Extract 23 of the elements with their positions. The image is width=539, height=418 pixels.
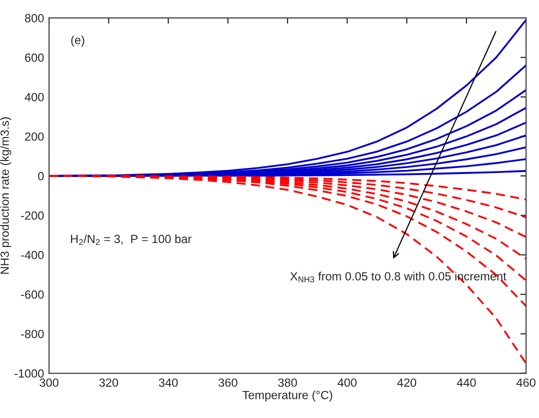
- y-tick-label: -600: [21, 290, 44, 299]
- x-axis-title: Temperature (°C): [242, 390, 332, 402]
- annotation: H$_{2}$/N$_{2}$ = 3, P = 100 bar: [71, 234, 192, 245]
- y-tick-label: 200: [25, 132, 44, 141]
- y-tick-label: 800: [25, 14, 44, 22]
- x-tick-label: 340: [158, 378, 178, 387]
- x-tick-label: 380: [278, 378, 297, 387]
- x-tick-label: 460: [516, 378, 536, 387]
- y-tick-label: 0: [38, 172, 44, 180]
- x-tick-label: 300: [40, 378, 58, 387]
- annotation: (e): [71, 36, 84, 47]
- y-tick-label: -200: [21, 211, 44, 220]
- x-tick-label: 400: [338, 378, 357, 387]
- x-tick-label: 420: [397, 378, 416, 387]
- y-tick-label: 400: [24, 92, 44, 102]
- y-tick-label: -400: [21, 250, 44, 260]
- y-tick-label: -1000: [14, 369, 44, 378]
- y-tick-label: -800: [21, 330, 44, 338]
- x-tick-label: 360: [218, 378, 238, 387]
- x-tick-label: 440: [456, 378, 476, 387]
- y-tick-label: 600: [25, 53, 44, 62]
- x-tick-label: 320: [99, 378, 118, 387]
- y-axis-title: NH3 production rate (kg/m3.s): [0, 117, 12, 274]
